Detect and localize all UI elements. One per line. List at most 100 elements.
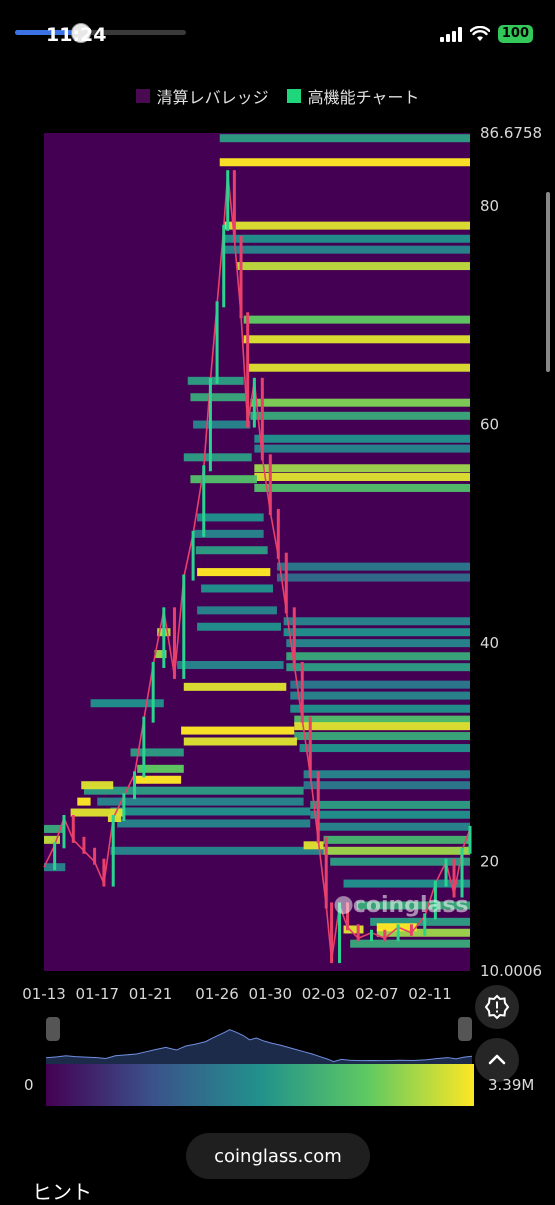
price-candle (111, 814, 115, 887)
liquidation-level-band (286, 639, 470, 648)
liquidation-level-band (44, 835, 60, 844)
liquidation-level-band (247, 363, 470, 372)
scroll-top-button[interactable] (475, 1038, 519, 1082)
price-candle (460, 847, 464, 898)
liquidation-level-band (223, 245, 470, 254)
liquidation-level-band (190, 475, 257, 484)
heatmap-svg[interactable]: coinglass 86.6758 80 60 40 20 10.0006 01-13 01-1… (0, 118, 555, 1008)
price-candle (182, 574, 186, 679)
url-bar[interactable]: coinglass.com (186, 1133, 370, 1179)
liquidation-level-band (343, 925, 364, 934)
watermark-coinglass: coinglass (353, 893, 469, 918)
x-tick-label: 01-30 (249, 985, 293, 1003)
liquidation-level-band (323, 846, 470, 855)
media-progress-bar[interactable] (15, 23, 186, 43)
liquidation-level-band (276, 562, 470, 571)
price-candle (71, 814, 75, 843)
x-tick-label: 01-13 (22, 985, 66, 1003)
liquidation-level-band (117, 819, 311, 828)
price-candle (316, 771, 320, 843)
price-candle (369, 929, 373, 942)
liquidation-level-band (77, 797, 91, 806)
liquidation-level-band (294, 715, 470, 724)
liquidation-level-band (276, 573, 470, 582)
liquidation-level-band (44, 824, 64, 833)
liquidation-level-band (316, 822, 470, 831)
price-candle (338, 902, 342, 964)
price-candle (226, 170, 230, 231)
price-candle (396, 924, 400, 942)
liquidation-level-band (193, 420, 251, 429)
liquidation-level-band (201, 584, 273, 593)
battery-icon: 100 (497, 25, 533, 43)
price-candle (444, 858, 448, 887)
liquidation-level-band (356, 901, 470, 910)
liquidation-level-band (219, 158, 470, 167)
liquidation-level-band (294, 732, 470, 741)
liquidation-level-band (243, 315, 470, 324)
liquidation-level-band (290, 704, 470, 713)
price-candle (215, 301, 219, 384)
price-candle (82, 836, 86, 854)
price-candle (468, 825, 472, 854)
liquidation-level-band (70, 808, 124, 817)
price-candle (62, 814, 66, 849)
price-candle (53, 842, 57, 871)
navigator-line (45, 1029, 473, 1063)
price-candle (383, 929, 387, 942)
zoom-navigator[interactable] (45, 1014, 473, 1066)
liquidation-level-band (286, 663, 470, 672)
navigator-series (45, 1017, 473, 1064)
price-candle (292, 607, 296, 668)
page-scrollbar[interactable] (546, 192, 550, 372)
liquidation-level-band (310, 810, 470, 819)
liquidation-level-band (83, 786, 304, 795)
price-candle (346, 902, 350, 931)
price-candle (246, 312, 250, 428)
liquidation-level-band (223, 221, 470, 230)
navigator-left-handle[interactable] (46, 1017, 60, 1041)
liquidation-level-band (286, 652, 470, 661)
price-candle (191, 530, 195, 581)
alert-button[interactable] (475, 985, 519, 1029)
navigator-right-handle[interactable] (458, 1017, 472, 1041)
liquidation-level-band (290, 680, 470, 689)
legend-label: 高機能チャート (307, 88, 420, 107)
liquidation-heatmap-chart[interactable]: coinglass 86.6758 80 60 40 20 10.0006 01-13 01-1… (0, 118, 555, 1008)
price-candle (324, 836, 328, 909)
legend-item-advanced-chart[interactable]: 高機能チャート (286, 84, 420, 108)
liquidation-level-band (197, 622, 281, 631)
price-candle (172, 607, 176, 679)
price-candle (208, 377, 212, 472)
y-tick-label: 60 (480, 416, 499, 434)
colorbar (46, 1064, 474, 1106)
price-candle (284, 552, 288, 614)
price-candle (122, 793, 126, 821)
liquidation-level-band (283, 617, 470, 626)
media-progress-knob[interactable] (70, 23, 91, 43)
liquidation-level-band (183, 682, 287, 691)
colorbar-max-label: 3.39M (488, 1076, 535, 1094)
chevron-up-icon (488, 1054, 506, 1065)
liquidation-level-band (197, 606, 277, 615)
price-candle (330, 902, 334, 964)
liquidation-level-band (110, 846, 324, 855)
navigator-area (46, 1029, 472, 1064)
liquidation-level-band (350, 939, 470, 948)
y-tick-label: 20 (480, 853, 499, 871)
price-candle (222, 224, 226, 308)
price-candle (162, 607, 166, 668)
liquidation-level-band (310, 800, 470, 809)
price-candle (268, 454, 272, 515)
price-line (43, 173, 471, 961)
price-candle (142, 716, 146, 778)
y-tick-label: 40 (480, 634, 499, 652)
liquidation-level-band (294, 722, 470, 731)
liquidation-level-band (177, 660, 284, 669)
liquidation-level-band (299, 744, 470, 753)
price-candle (356, 924, 360, 942)
liquidation-level-band (323, 835, 470, 844)
media-progress-fill (15, 30, 80, 35)
legend-item-liquidation-leverage[interactable]: 清算レバレッジ (135, 84, 269, 108)
liquidation-level-band (254, 473, 470, 482)
